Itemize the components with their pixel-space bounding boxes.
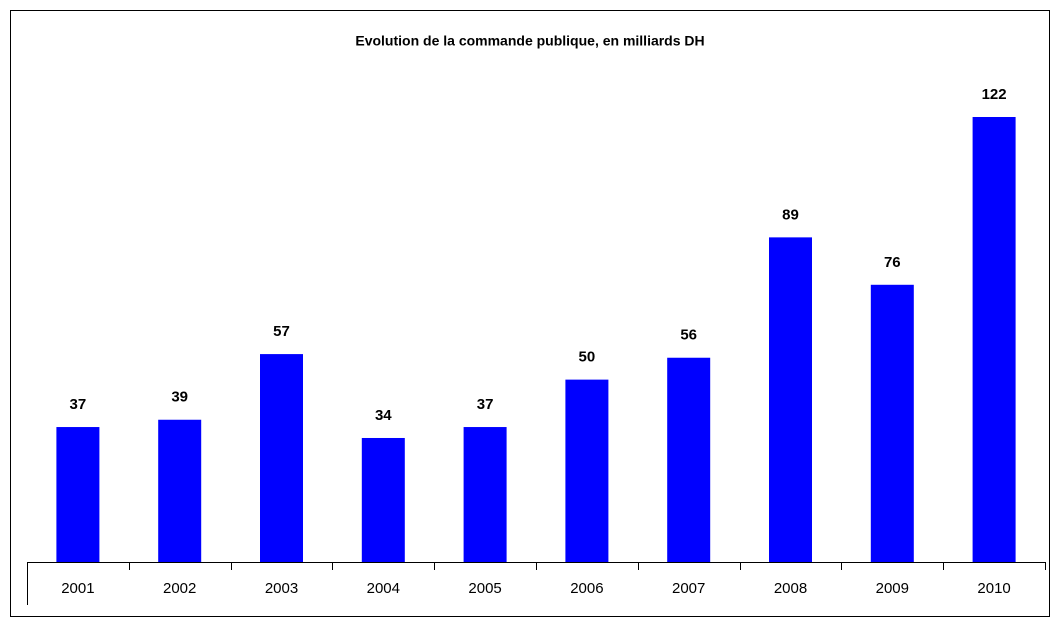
- x-tick-label: 2001: [61, 580, 94, 597]
- x-tick-label: 2003: [265, 580, 298, 597]
- value-label: 57: [273, 323, 290, 340]
- value-label: 34: [375, 407, 392, 424]
- bar: [972, 117, 1016, 562]
- bar: [870, 284, 914, 562]
- value-label: 50: [579, 349, 596, 366]
- x-tick-label: 2008: [774, 580, 807, 597]
- x-tick-label: 2005: [468, 580, 501, 597]
- bar: [56, 427, 100, 562]
- value-label: 89: [782, 206, 799, 223]
- x-tick-label: 2010: [977, 580, 1010, 597]
- value-label: 122: [982, 86, 1007, 103]
- bar: [667, 357, 711, 562]
- bar: [463, 427, 507, 562]
- bar: [260, 354, 303, 562]
- value-label: 37: [477, 396, 494, 413]
- x-tick-label: 2006: [570, 580, 603, 597]
- bar: [769, 237, 812, 563]
- x-tick-label: 2007: [672, 580, 705, 597]
- value-label: 76: [884, 254, 901, 271]
- chart-title: Evolution de la commande publique, en mi…: [355, 33, 704, 49]
- value-label: 37: [70, 396, 87, 413]
- bar: [158, 419, 202, 562]
- bar: [565, 379, 609, 562]
- x-tick-label: 2002: [163, 580, 196, 597]
- value-label: 56: [680, 327, 697, 344]
- x-tick-label: 2004: [367, 580, 400, 597]
- bar: [361, 437, 405, 562]
- value-label: 39: [171, 389, 188, 406]
- x-tick-label: 2009: [876, 580, 909, 597]
